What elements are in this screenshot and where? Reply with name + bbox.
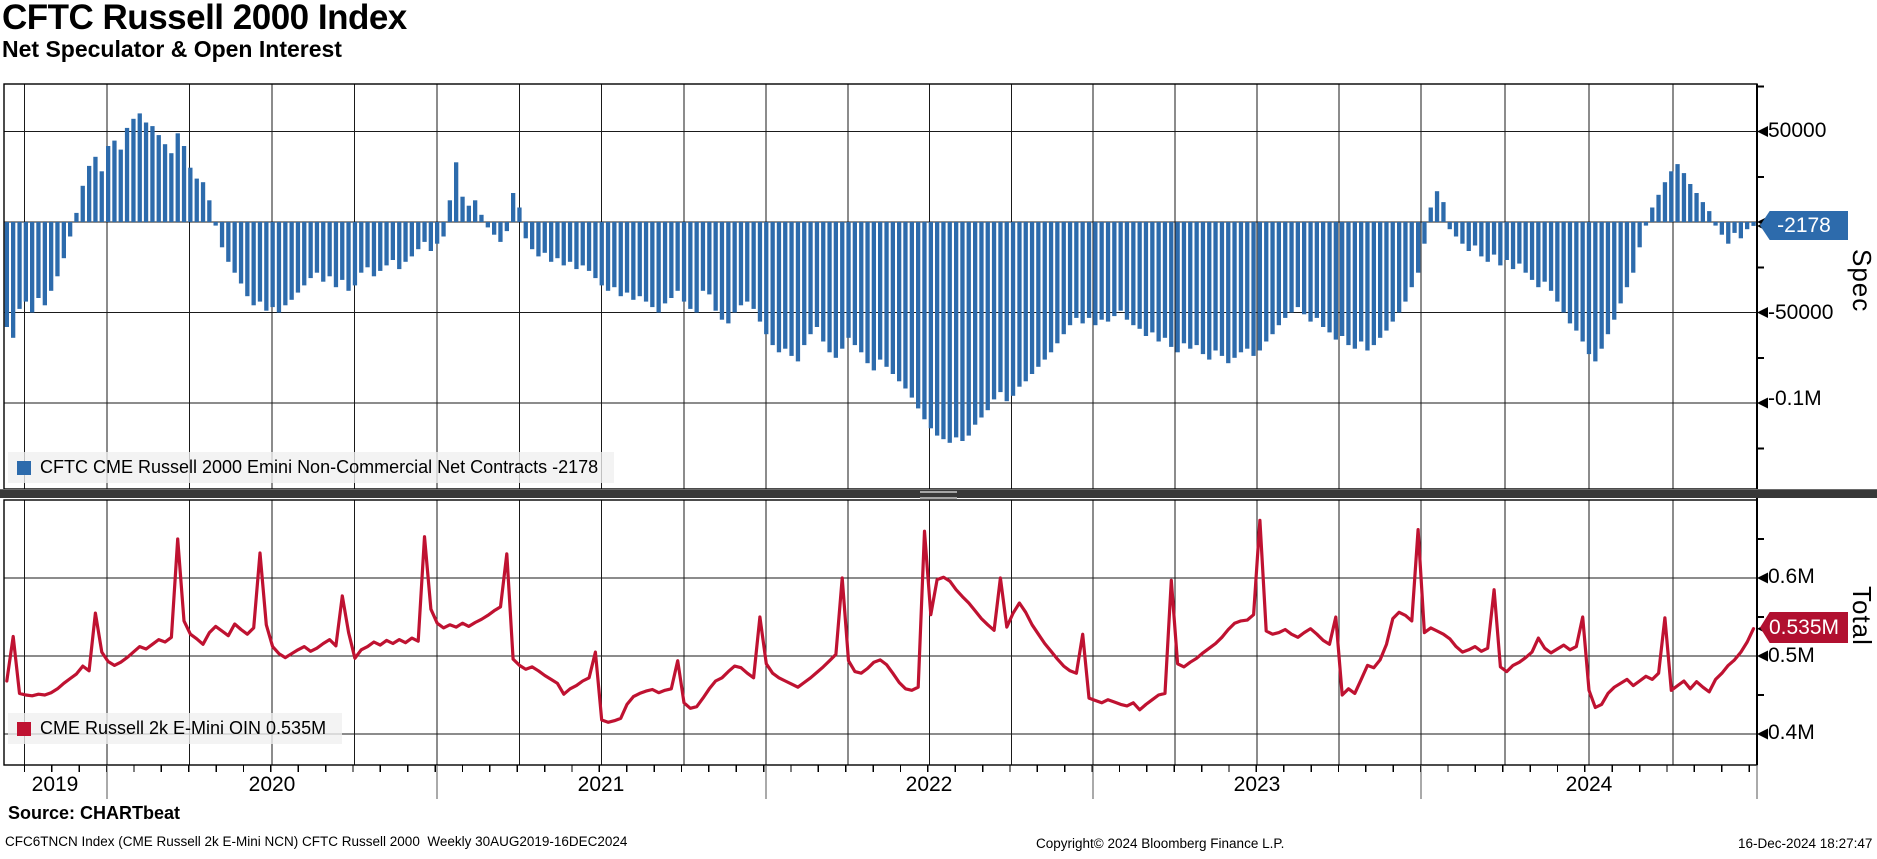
panel-divider-handle[interactable] xyxy=(920,491,957,499)
total-last-value-badge: 0.535M xyxy=(1760,612,1848,643)
total-ytick-0.6m: 0.6M xyxy=(1768,565,1815,588)
timestamp: 16-Dec-2024 18:27:47 xyxy=(1738,836,1873,851)
blue-square-icon xyxy=(17,460,31,475)
source-label: Source: CHARTbeat xyxy=(8,803,181,823)
total-axis-label: Total xyxy=(1847,586,1877,646)
ticker-description: CFC6TNCN Index (CME Russell 2k E-Mini NC… xyxy=(5,834,628,849)
red-square-icon xyxy=(17,721,31,736)
total-ytick-0.4m: 0.4M xyxy=(1768,721,1815,744)
xtick-year-2022: 2022 xyxy=(905,773,953,796)
legend-oin[interactable]: CME Russell 2k E-Mini OIN 0.535M xyxy=(8,713,343,744)
xtick-year-2023: 2023 xyxy=(1233,773,1281,796)
spec-axis-label: Spec xyxy=(1847,249,1877,313)
spec-ytick-neg50000: -50000 xyxy=(1768,301,1834,324)
panel-divider[interactable] xyxy=(0,489,1877,498)
xtick-year-2021: 2021 xyxy=(577,773,625,796)
legend-net-contracts[interactable]: CFTC CME Russell 2000 Emini Non-Commerci… xyxy=(8,452,615,483)
spec-ytick-50000: 50000 xyxy=(1768,119,1827,142)
page-subtitle: Net Speculator & Open Interest xyxy=(2,36,342,62)
spec-last-value-badge: -2178 xyxy=(1760,211,1848,240)
total-ytick-0.5m: 0.5M xyxy=(1768,644,1815,667)
legend-oin-label: CME Russell 2k E-Mini OIN 0.535M xyxy=(40,718,327,738)
spec-ytick-neg0.1m: -0.1M xyxy=(1768,387,1822,410)
xtick-year-2024: 2024 xyxy=(1565,773,1613,796)
xtick-year-2019: 2019 xyxy=(31,773,79,796)
page-title: CFTC Russell 2000 Index xyxy=(2,0,407,37)
copyright-notice: Copyright© 2024 Bloomberg Finance L.P. xyxy=(1036,836,1285,851)
xtick-year-2020: 2020 xyxy=(248,773,296,796)
legend-net-contracts-label: CFTC CME Russell 2000 Emini Non-Commerci… xyxy=(40,457,599,477)
